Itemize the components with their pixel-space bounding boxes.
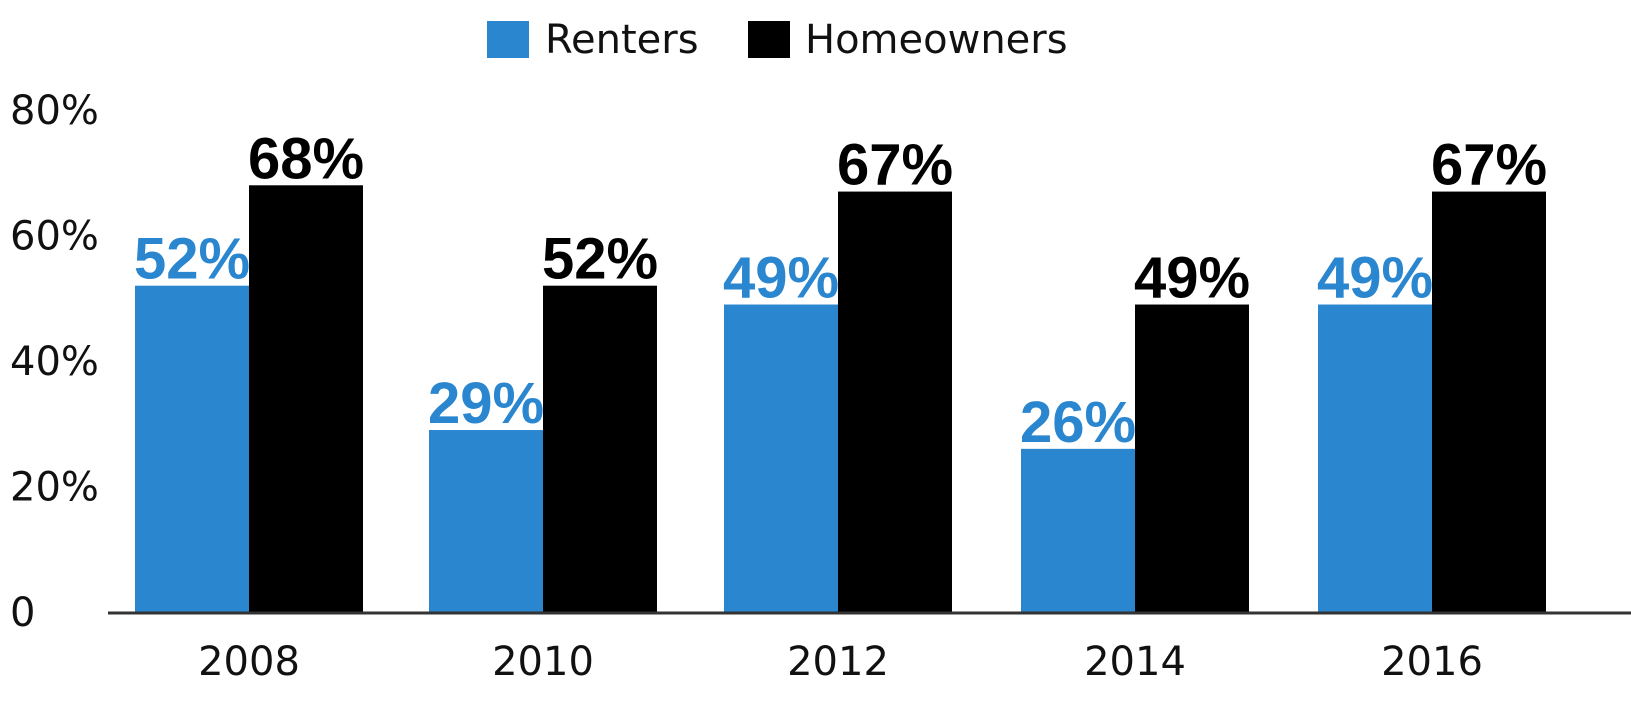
x-axis: 2008 2010 2012 2014 2016 <box>108 611 1631 685</box>
x-tick-label: 2010 <box>492 639 594 685</box>
bar-renters-2014 <box>1021 448 1135 612</box>
data-label-homeowners-2010: 52% <box>542 227 658 292</box>
y-tick-label: 60% <box>10 214 99 260</box>
data-label-homeowners-2008: 68% <box>248 126 364 191</box>
x-tick-label: 2014 <box>1084 639 1186 685</box>
data-label-renters-2008: 52% <box>134 227 250 292</box>
legend-label-renters: Renters <box>545 17 699 63</box>
bar-homeowners-2016 <box>1432 191 1546 612</box>
data-label-renters-2016: 49% <box>1317 246 1433 311</box>
y-tick-label: 40% <box>10 339 99 385</box>
legend-swatch-homeowners <box>748 21 790 58</box>
bar-renters-2008 <box>135 285 249 612</box>
legend-label-homeowners: Homeowners <box>805 17 1068 63</box>
data-label-renters-2012: 49% <box>723 246 839 311</box>
data-label-homeowners-2014: 49% <box>1134 246 1250 311</box>
data-label-homeowners-2016: 67% <box>1431 133 1547 198</box>
y-tick-label: 20% <box>10 465 99 511</box>
data-labels: 52% 68% 29% 52% 49% 67% 26% 49% 49% 67% <box>134 126 1547 455</box>
y-tick-label: 80% <box>10 88 99 134</box>
data-label-renters-2014: 26% <box>1020 390 1136 455</box>
legend: Renters Homeowners <box>487 17 1068 63</box>
bar-homeowners-2010 <box>543 285 657 612</box>
data-label-homeowners-2012: 67% <box>837 133 953 198</box>
bars <box>135 185 1546 613</box>
y-axis: 0 20% 40% 60% 80% <box>10 88 99 636</box>
bar-homeowners-2014 <box>1135 304 1249 612</box>
bar-homeowners-2008 <box>249 185 363 613</box>
data-label-renters-2010: 29% <box>428 371 544 436</box>
x-tick-label: 2016 <box>1381 639 1483 685</box>
bar-renters-2016 <box>1318 304 1432 612</box>
y-tick-label: 0 <box>10 590 35 636</box>
bar-renters-2012 <box>724 304 838 612</box>
x-tick-label: 2008 <box>198 639 300 685</box>
x-tick-label: 2012 <box>787 639 889 685</box>
legend-swatch-renters <box>487 21 529 58</box>
bar-homeowners-2012 <box>838 191 952 612</box>
bar-renters-2010 <box>429 430 543 612</box>
